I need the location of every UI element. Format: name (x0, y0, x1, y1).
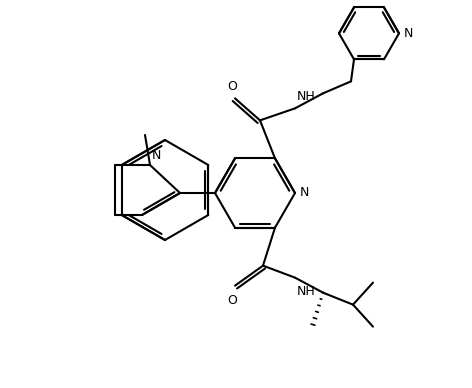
Text: N: N (152, 149, 161, 162)
Text: O: O (227, 80, 237, 94)
Text: O: O (227, 294, 237, 307)
Text: NH: NH (297, 90, 316, 103)
Text: N: N (404, 27, 413, 40)
Text: NH: NH (297, 285, 316, 298)
Text: N: N (300, 187, 309, 199)
